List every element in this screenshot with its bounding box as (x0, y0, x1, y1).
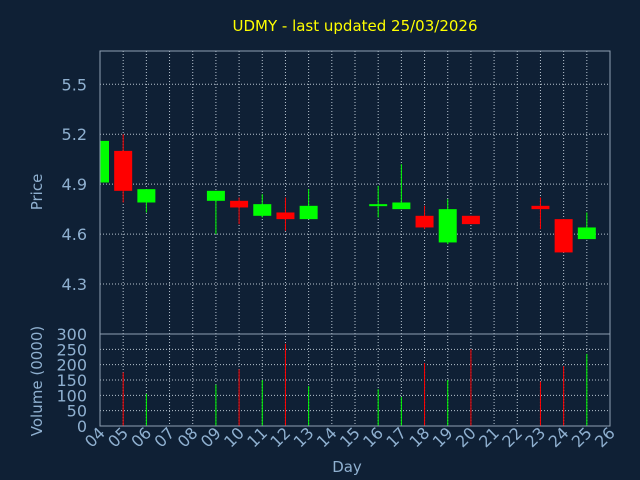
candle-body-18 (415, 215, 434, 228)
x-tick-label: 26 (591, 423, 619, 451)
price-axis-label: Price (28, 174, 46, 211)
volume-tick-label: 0 (77, 417, 87, 436)
candle-body-05 (114, 150, 133, 191)
candle-body-20 (461, 215, 480, 225)
x-axis-label: Day (332, 458, 362, 476)
candle-body-11 (253, 204, 272, 216)
chart-title: UDMY - last updated 25/03/2026 (232, 17, 477, 35)
candle-body-04 (100, 140, 109, 183)
candle-body-06 (137, 189, 156, 203)
volume-tick-label: 200 (56, 356, 87, 375)
candle-body-13 (299, 205, 318, 220)
price-tick-label: 4.9 (62, 175, 87, 194)
volume-tick-label: 250 (56, 340, 87, 359)
candle-body-10 (230, 200, 249, 208)
volume-axis-label: Volume (0000) (28, 326, 46, 436)
volume-bars (122, 343, 588, 426)
candle-body-24 (554, 219, 573, 253)
candle-body-16 (369, 204, 388, 207)
x-axis-ticks: 0405060708091011121314151617181920212223… (81, 423, 619, 451)
price-tick-label: 5.5 (62, 75, 87, 94)
volume-tick-label: 50 (67, 402, 87, 421)
plot-frames (99, 50, 611, 427)
candle-body-25 (577, 227, 596, 240)
volume-panel-frame (99, 333, 611, 427)
candle-body-23 (531, 205, 550, 210)
volume-tick-label: 150 (56, 371, 87, 390)
price-axis-ticks: 4.3 4.6 4.9 5.2 5.5 (62, 75, 87, 294)
volume-tick-label: 100 (56, 386, 87, 405)
volume-tick-label: 300 (56, 325, 87, 344)
candle-body-19 (438, 209, 457, 243)
price-tick-label: 4.3 (62, 275, 87, 294)
price-tick-label: 5.2 (62, 125, 87, 144)
candlesticks (99, 134, 596, 253)
grid-layer (100, 51, 610, 426)
candle-body-09 (206, 190, 225, 201)
price-tick-label: 4.6 (62, 225, 87, 244)
candle-body-12 (276, 212, 295, 220)
candle-body-17 (392, 202, 411, 210)
